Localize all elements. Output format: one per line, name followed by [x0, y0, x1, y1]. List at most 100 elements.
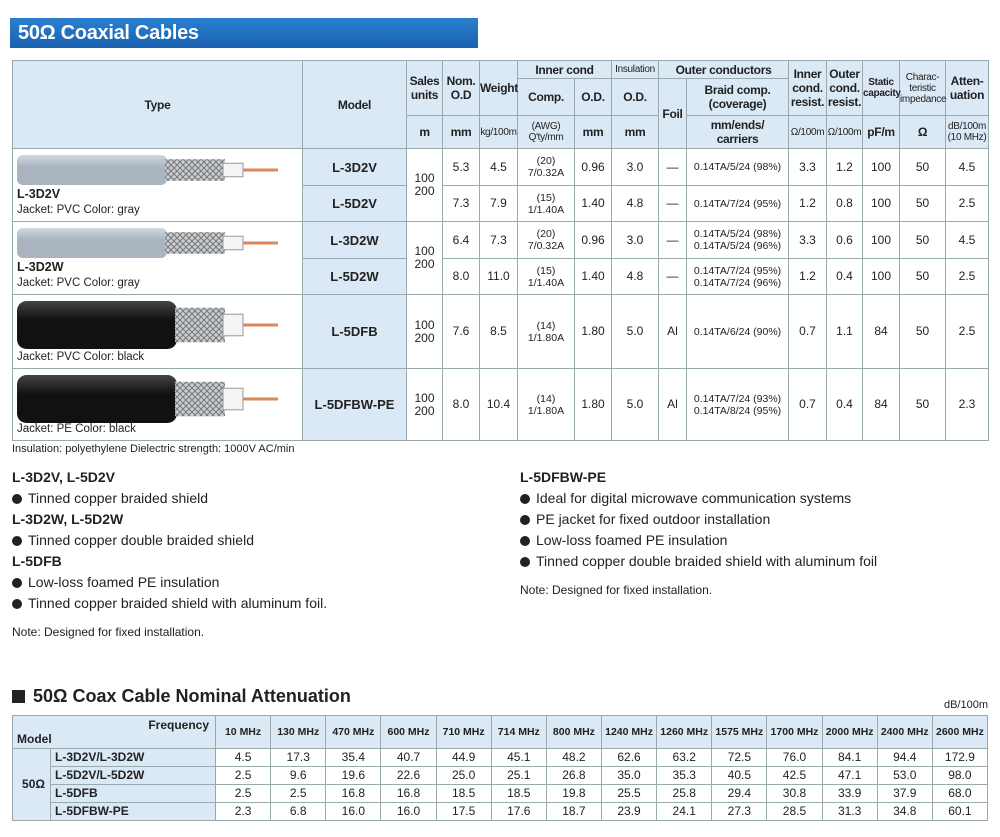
value-cell: 45.1 [490, 748, 547, 767]
jacket: Jacket: PVC Color: gray [17, 277, 140, 289]
value-cell: 2.5 [270, 784, 327, 803]
value-cell: 19.6 [325, 766, 382, 785]
title-text: 50Ω Coax Cable Nominal Attenuation [33, 686, 351, 706]
header-cell: Inner cond [517, 60, 612, 79]
value-cell: 172.9 [931, 748, 989, 767]
value-cell: 16.8 [380, 784, 437, 803]
text-line: 1.2 [799, 269, 816, 283]
text-line: 7/0.32A [527, 240, 565, 252]
header-cell: Foil [658, 78, 687, 149]
text-line: 3.0 [626, 232, 644, 247]
text-line: 0.7 [799, 397, 816, 411]
data-cell: 100 [862, 221, 901, 259]
text-line: Static [868, 77, 894, 88]
text-line: — [666, 159, 679, 174]
model-cell: L-5D2W [302, 258, 407, 295]
data-cell: 10.4 [479, 368, 518, 441]
bullet-item: Low-loss foamed PE insulation [520, 530, 877, 551]
data-cell: 8.5 [479, 294, 518, 369]
data-cell: 4.5 [945, 221, 990, 259]
text-line: Ω/100m [827, 126, 862, 138]
text-line: pF/m [867, 125, 895, 139]
section-title: 50Ω Coaxial Cables [10, 18, 478, 48]
value-cell: 63.2 [656, 748, 713, 767]
text-line: 7.6 [452, 324, 470, 338]
bullet-item: PE jacket for fixed outdoor installation [520, 509, 877, 530]
data-cell: 2.5 [945, 294, 990, 369]
bullet-text: Ideal for digital microwave communicatio… [536, 490, 852, 506]
value-cell: 25.0 [435, 766, 492, 785]
text-line: 0.14TA/5/24 (98%) [693, 161, 782, 173]
text-line: — [666, 232, 679, 247]
text-line: Outer conductors [675, 62, 772, 77]
text-line: 100 [414, 390, 435, 405]
value-cell: 94.4 [876, 748, 933, 767]
text-line: 4.5 [958, 232, 976, 247]
frequency-header: 710 MHz [435, 715, 492, 749]
text-line: 200 [414, 403, 435, 418]
data-cell: 11.0 [479, 258, 518, 295]
value-cell: 18.5 [490, 784, 547, 803]
type-name: L-3D2V [17, 187, 61, 201]
text-line: impedance [900, 93, 947, 105]
text-line: 0.14TA/7/24 (93%) [693, 392, 782, 405]
text-line: 2.3 [958, 397, 976, 411]
sales-cell: 100 200 [406, 368, 443, 441]
bullet-text: Tinned copper braided shield [28, 490, 209, 506]
data-cell: (15) 1/1.40A [517, 258, 575, 295]
data-cell: 3.0 [611, 148, 659, 186]
text-line: Sales [409, 74, 440, 88]
text-line: dB/100m [948, 121, 986, 132]
data-cell: 3.0 [611, 221, 659, 259]
text-line: 0.14TA/7/24 (95%) [693, 264, 782, 277]
text-line: 0.14TA/7/24 (95%) [693, 197, 782, 210]
header-cell: Static capacity [862, 60, 901, 116]
header-cell: Insulation [611, 60, 659, 79]
bullet-dot [12, 577, 22, 588]
text-line: 84 [874, 397, 888, 411]
text-line: kg/100m [480, 126, 517, 138]
value-cell: 28.5 [766, 802, 823, 821]
bullet-dot [520, 514, 530, 525]
data-cell: 0.14TA/5/24 (98%) 0.14TA/5/24 (96%) [685, 221, 790, 259]
bullet-item: Tinned copper double braided shield [12, 530, 327, 551]
text-line: 8.5 [490, 324, 507, 338]
text-line: 4.5 [490, 159, 507, 174]
data-cell: 1.80 [574, 294, 612, 369]
text-line: mm [624, 125, 646, 139]
value-cell: 42.5 [766, 766, 823, 785]
value-cell: 76.0 [766, 748, 823, 767]
sales-cell: 100 200 [406, 294, 443, 369]
data-cell: Al [658, 294, 687, 369]
header-cell: O.D. [574, 78, 612, 116]
model-cell: L-3D2V [302, 148, 407, 186]
group-cell: 50Ω [12, 748, 51, 821]
text-line: (20) [536, 228, 556, 240]
text-line: 0.14TA/7/24 (96%) [693, 276, 782, 289]
data-cell: 50 [899, 185, 947, 222]
text-line: 100 [871, 232, 892, 247]
value-cell: 16.0 [380, 802, 437, 821]
text-line: O.D. [581, 90, 605, 104]
header-cell: Nom. O.D [442, 60, 480, 116]
text-line: cond. [792, 81, 823, 95]
sales-cell: 100 200 [406, 148, 443, 222]
data-cell: — [658, 185, 687, 222]
text-line: — [666, 269, 679, 283]
value-cell: 16.0 [325, 802, 382, 821]
text-line: 50 [915, 324, 930, 338]
text-line: 1.1 [836, 324, 853, 338]
value-cell: 18.7 [545, 802, 602, 821]
data-cell: 0.14TA/7/24 (95%) 0.14TA/7/24 (96%) [685, 258, 790, 295]
value-cell: 60.1 [931, 802, 989, 821]
type-caption: L-3D2W Jacket: PVC Color: gray [17, 260, 140, 291]
value-cell: 9.6 [270, 766, 327, 785]
text-line: 5.3 [452, 159, 470, 174]
text-line: (14) [536, 392, 556, 405]
value-cell: 25.8 [656, 784, 713, 803]
header-cell: pF/m [862, 115, 901, 149]
data-cell: 4.5 [479, 148, 518, 186]
text-line: 7.3 [490, 232, 507, 247]
data-cell: 5.0 [611, 368, 659, 441]
text-line: Model [337, 97, 372, 112]
